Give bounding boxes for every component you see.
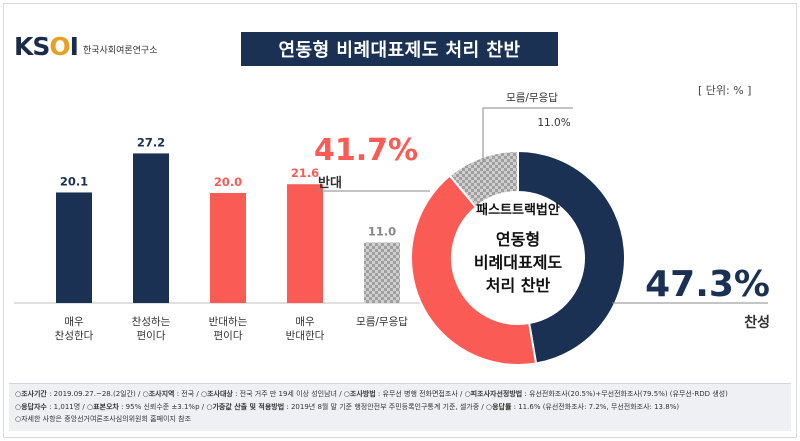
bar-5 [364,242,400,303]
donut-slice-1 [517,149,626,365]
bar-1 [56,192,92,303]
oppose-name-label: 반대 [318,175,342,191]
footnote-key: ○표본오차 [86,402,119,411]
bar-2 [133,153,169,303]
donut-slice-2 [410,174,538,366]
bar-category-label: 찬성하는 [132,315,171,328]
unit-label: [ 단위: % ] [698,84,752,97]
survey-footnote: ○조사기간 : 2019.09.27.~28.(2일간) / ○조사지역 : 전… [9,383,791,431]
donut-center-text: 연동형 [496,230,540,249]
bar-3 [210,193,246,303]
bar-category-label: 매우 [64,316,84,328]
dk-name-label: 모름/무응답 [506,92,558,104]
footnote-value: : 1,011명 / [46,402,87,411]
footnote-line-2: ○응답자수 : 1,011명 / ○표본오차 : 95% 신뢰수준 ±3.1%p… [15,401,785,414]
agree-percent-label: 47.3% [645,264,770,305]
bar-category-label: 매우 [295,316,315,328]
footnote-key: ○가중값 산출 및 적용방법 [206,402,285,411]
footnote-value: : 유무선 병행 전화면접조사 / [375,390,465,398]
bar-4 [287,184,323,303]
bar-category-label: 반대하는 [209,315,248,328]
bar-category-label: 반대한다 [286,330,325,342]
footnote-key: ○응답자수 [15,402,47,411]
oppose-percent-label: 41.7% [314,133,418,168]
bar-category-label: 편이다 [137,329,166,342]
footnote-key: ○응답률 [485,402,512,411]
footnote-value: : 유선전화조사(20.5%)+무선전화조사(79.5%) (유무선-RDD 생… [522,390,728,398]
logo-mark: KSOI [14,32,79,61]
footnote-key: ○조사방법 [343,390,376,398]
bar-value-label: 20.0 [214,175,242,189]
footnote-line-1: ○조사기간 : 2019.09.27.~28.(2일간) / ○조사지역 : 전… [15,388,785,401]
donut-center-text: 패스트트랙법안 [476,202,560,218]
donut-center-text: 비례대표제도 [474,253,563,272]
footnote-value: : 2019.09.27.~28.(2일간) / [46,390,143,398]
footnote-line-3: ○자세한 사항은 중앙선거여론조사심의위원회 홈페이지 참조 [15,415,192,423]
bar-value-label: 27.2 [137,135,165,149]
dk-percent-label: 11.0% [537,117,570,129]
logo-subtitle: 한국사회여론연구소 [82,46,158,56]
footnote-key: ○조사지역 [142,390,175,398]
agree-name-label: 찬성 [744,314,770,331]
footnote-value: : 2019년 8월 말 기준 행정안전부 주민등록인구통계 기준, 셀가중 / [284,402,486,411]
footnote-key: ○조사기간 [15,390,47,398]
bar-value-label: 20.1 [60,174,88,188]
page-title: 연동형 비례대표제도 처리 찬반 [241,32,558,66]
donut-slice-3 [448,149,519,209]
footnote-key: ○조사대상 [200,390,233,398]
ksoi-logo: KSOI 한국사회여론연구소 [14,32,158,61]
footnote-key: ○피조사자선정방법 [464,390,523,398]
footnote-value: : 11.6% (유선전화조사: 7.2%, 무선전화조사: 13.8%) [511,402,680,411]
bar-category-label: 찬성한다 [55,330,94,342]
bar-category-label: 모름/무응답 [356,316,408,328]
bar-value-label: 21.6 [291,166,319,180]
donut-center-text: 처리 찬반 [486,276,551,295]
footnote-value: : 전국 거주 만 19세 이상 성인남녀 / [232,390,344,398]
footnote-value: : 95% 신뢰수준 ±3.1%p / [118,402,207,411]
bar-value-label: 11.0 [368,225,396,239]
footnote-value: : 전국 / [174,390,201,398]
bar-category-label: 편이다 [214,329,243,342]
leader-line [482,107,573,162]
bar-chart: 20.1매우찬성한다27.2찬성하는편이다20.0반대하는편이다21.6매우반대… [14,135,425,342]
